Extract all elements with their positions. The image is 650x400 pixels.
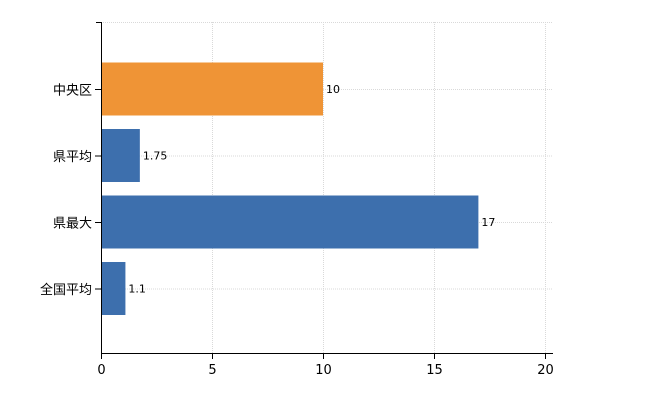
x-tick-label: 5 [208,363,216,378]
category-label: 県平均 [53,150,92,165]
category-label: 全国平均 [40,282,92,298]
bar [102,129,140,182]
x-tick-label: 15 [426,363,443,378]
x-tick-label: 10 [315,363,332,378]
x-tick-label: 20 [537,363,554,378]
category-label: 中央区 [53,84,92,99]
bar [102,62,323,116]
category-label: 県最大 [53,217,92,232]
bar [102,195,479,249]
data-label: 1.1 [128,283,146,296]
data-label: 10 [326,83,340,96]
x-tick-label: 0 [97,363,105,378]
data-label: 1.75 [143,150,168,163]
bar [102,262,126,315]
data-label: 17 [481,216,495,229]
